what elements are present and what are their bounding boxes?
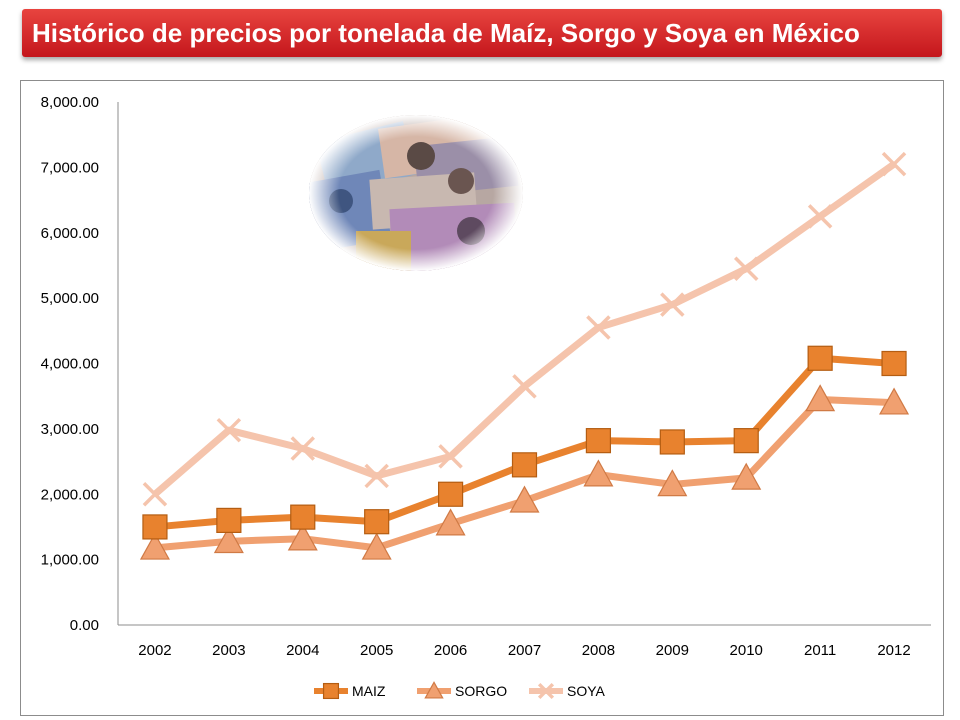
- data-point-sorgo: [361, 532, 392, 560]
- y-tick-label: 7,000.00: [41, 159, 99, 176]
- data-point-maiz: [437, 481, 464, 507]
- data-point-maiz: [881, 350, 907, 377]
- x-tick-label: 2009: [656, 642, 689, 659]
- data-point-soya: [660, 292, 685, 317]
- data-point-maiz: [216, 507, 242, 533]
- data-point-maiz: [659, 429, 685, 455]
- legend-label-soya: SOYA: [567, 683, 606, 699]
- x-tick-label: 2006: [434, 642, 467, 659]
- legend-label-sorgo: SORGO: [455, 683, 507, 699]
- y-tick-label: 2,000.00: [41, 486, 99, 503]
- data-point-sorgo: [509, 485, 540, 513]
- legend-label-maiz: MAIZ: [352, 683, 386, 699]
- page-title: Histórico de precios por tonelada de Maí…: [32, 18, 860, 48]
- data-point-sorgo: [213, 526, 244, 554]
- y-tick-label: 3,000.00: [41, 421, 99, 438]
- data-point-soya: [512, 374, 537, 399]
- data-point-maiz: [142, 514, 168, 540]
- data-point-sorgo: [287, 523, 318, 551]
- y-tick-label: 0.00: [70, 617, 99, 634]
- data-point-soya: [216, 417, 242, 443]
- series-line-soya: [152, 161, 897, 497]
- x-tick-label: 2010: [730, 642, 763, 659]
- title-banner: Histórico de precios por tonelada de Maí…: [22, 9, 942, 57]
- legend-marker-sorgo: [424, 681, 444, 699]
- data-point-sorgo: [879, 387, 910, 415]
- data-point-soya: [438, 444, 463, 469]
- data-point-sorgo: [731, 462, 762, 490]
- y-tick-label: 5,000.00: [41, 290, 99, 307]
- data-point-soya: [807, 204, 833, 229]
- data-point-soya: [586, 315, 611, 340]
- data-point-maiz: [364, 509, 390, 535]
- data-point-sorgo: [583, 459, 614, 487]
- data-point-maiz: [733, 428, 759, 454]
- x-tick-label: 2004: [286, 642, 319, 659]
- chart-frame: 0.00 1,000.00 2,000.00 3,000.00 4,000.00 5,00…: [20, 80, 944, 716]
- data-point-sorgo: [657, 469, 688, 497]
- y-tick-label: 4,000.00: [41, 356, 99, 373]
- data-point-soya: [290, 436, 316, 461]
- data-point-soya: [364, 463, 389, 489]
- banknotes-image: [309, 115, 523, 271]
- data-point-soya: [733, 256, 759, 281]
- legend-marker-soya: [537, 682, 555, 700]
- x-tick-label: 2003: [212, 642, 245, 659]
- line-chart: 0.00 1,000.00 2,000.00 3,000.00 4,000.00 5,00…: [41, 94, 931, 700]
- x-tick-label: 2007: [508, 642, 541, 659]
- data-point-soya: [881, 151, 907, 177]
- data-point-sorgo: [805, 384, 836, 412]
- data-point-maiz: [290, 504, 316, 530]
- x-tick-label: 2008: [582, 642, 615, 659]
- data-point-maiz: [511, 452, 538, 478]
- legend-marker-maiz: [322, 682, 340, 700]
- data-point-maiz: [585, 428, 612, 454]
- data-point-sorgo: [435, 508, 466, 536]
- data-point-soya: [142, 482, 168, 507]
- x-tick-label: 2011: [804, 642, 836, 659]
- y-tick-label: 6,000.00: [41, 225, 99, 242]
- x-tick-label: 2005: [360, 642, 393, 659]
- x-tick-label: 2012: [877, 642, 910, 659]
- y-tick-label: 8,000.00: [41, 94, 99, 111]
- x-tick-label: 2002: [138, 642, 171, 659]
- y-tick-label: 1,000.00: [41, 552, 99, 569]
- data-point-sorgo: [139, 532, 170, 560]
- data-point-maiz: [807, 345, 833, 371]
